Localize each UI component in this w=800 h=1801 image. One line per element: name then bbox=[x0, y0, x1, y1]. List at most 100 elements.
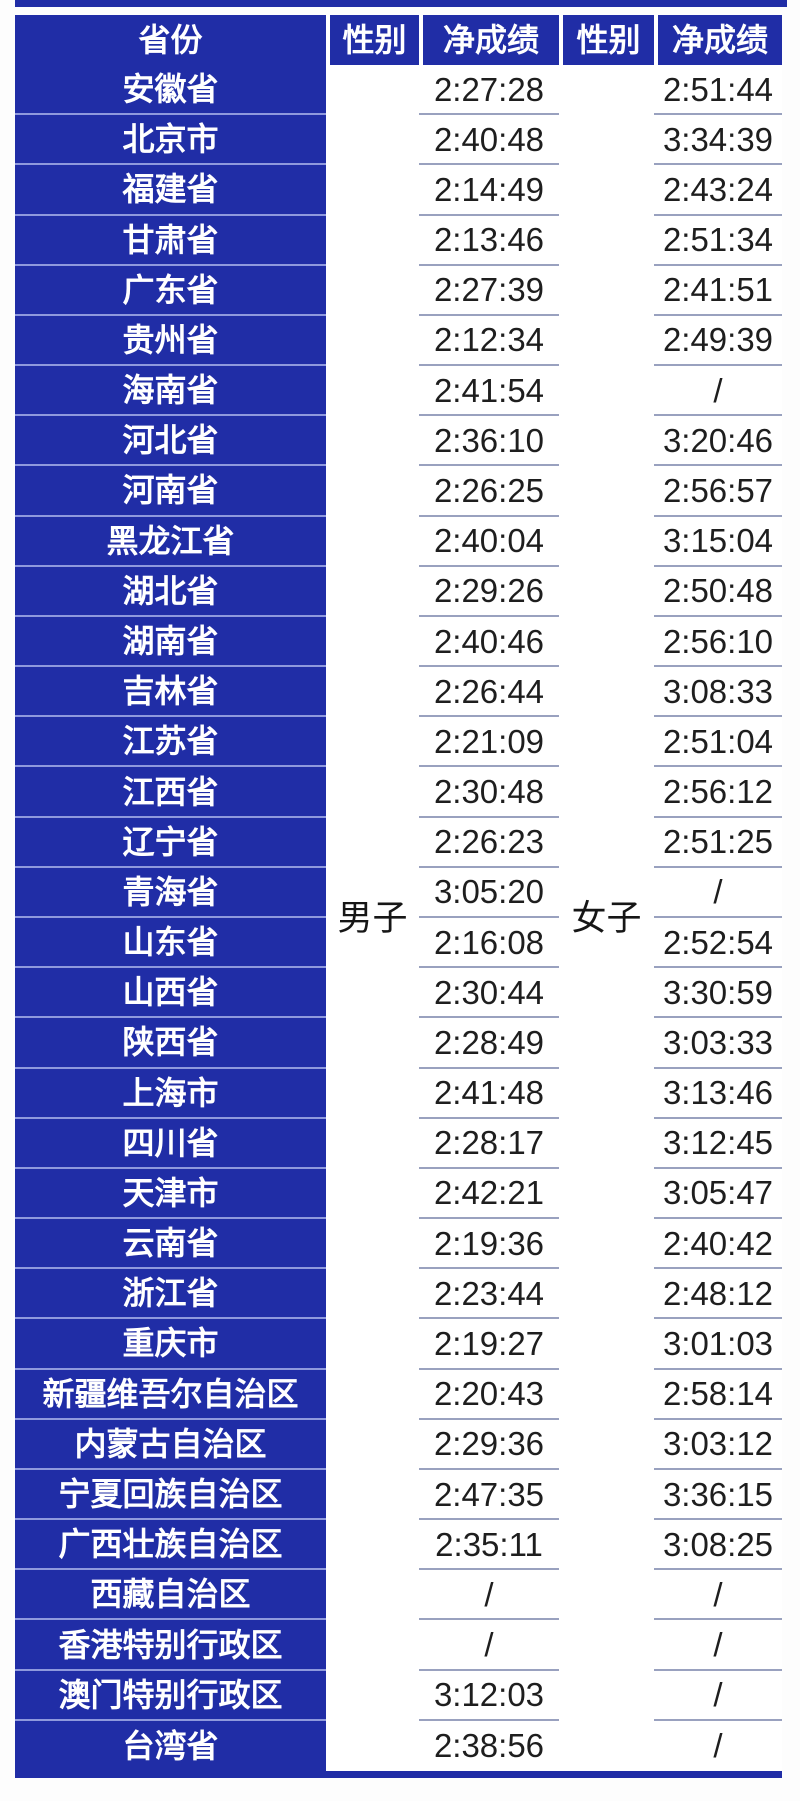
province-cell: 甘肃省 bbox=[15, 215, 326, 266]
male-time-cell: 2:26:23 bbox=[419, 817, 559, 868]
female-time-cell: 2:56:12 bbox=[654, 767, 782, 818]
male-time-cell: 2:29:26 bbox=[419, 566, 559, 617]
province-cell: 云南省 bbox=[15, 1219, 326, 1270]
male-time-cell: 2:27:39 bbox=[419, 265, 559, 316]
female-time-cell: 2:40:42 bbox=[654, 1219, 782, 1270]
male-time-cell: 2:41:54 bbox=[419, 366, 559, 417]
province-cell: 天津市 bbox=[15, 1168, 326, 1220]
male-time-cell: 2:16:08 bbox=[419, 918, 559, 969]
female-time-cell: / bbox=[654, 1670, 782, 1721]
female-time-cell: 3:03:12 bbox=[654, 1419, 782, 1470]
province-cell: 重庆市 bbox=[15, 1319, 326, 1370]
column-header-3: 净成绩 bbox=[419, 15, 559, 65]
female-time-cell: 2:51:44 bbox=[654, 65, 782, 116]
female-time-cell: / bbox=[654, 1570, 782, 1621]
female-time-cell: 2:58:14 bbox=[654, 1369, 782, 1420]
male-time-cell: 2:27:28 bbox=[419, 65, 559, 116]
female-time-cell: 3:13:46 bbox=[654, 1068, 782, 1119]
male-time-cell: 2:28:17 bbox=[419, 1118, 559, 1169]
male-time-cell: 2:36:10 bbox=[419, 416, 559, 467]
male-time-cell: 2:19:36 bbox=[419, 1219, 559, 1270]
female-time-cell: 2:41:51 bbox=[654, 265, 782, 316]
female-time-cell: 2:56:10 bbox=[654, 616, 782, 668]
province-cell: 湖北省 bbox=[15, 566, 326, 617]
province-cell: 黑龙江省 bbox=[15, 516, 326, 567]
province-cell: 河南省 bbox=[15, 466, 326, 517]
province-cell: 香港特别行政区 bbox=[15, 1620, 326, 1671]
province-cell: 宁夏回族自治区 bbox=[15, 1469, 326, 1521]
male-time-cell: / bbox=[419, 1620, 559, 1671]
column-header-4: 性别 bbox=[559, 15, 654, 65]
female-time-cell: / bbox=[654, 1620, 782, 1671]
gender-group-male: 男子 bbox=[326, 65, 419, 1771]
female-time-cell: 2:43:24 bbox=[654, 165, 782, 216]
male-time-cell: 2:41:48 bbox=[419, 1068, 559, 1119]
gender-group-female: 女子 bbox=[559, 65, 654, 1771]
province-cell: 安徽省 bbox=[15, 65, 326, 116]
province-cell: 贵州省 bbox=[15, 315, 326, 367]
column-header-2: 性别 bbox=[326, 15, 419, 65]
female-time-cell: 3:15:04 bbox=[654, 516, 782, 567]
province-cell: 广东省 bbox=[15, 265, 326, 316]
province-cell: 青海省 bbox=[15, 867, 326, 918]
male-time-cell: 2:29:36 bbox=[419, 1419, 559, 1470]
male-time-cell: 3:12:03 bbox=[419, 1670, 559, 1721]
male-time-cell: 3:05:20 bbox=[419, 867, 559, 918]
female-time-cell: 2:56:57 bbox=[654, 466, 782, 517]
female-time-cell: 2:48:12 bbox=[654, 1269, 782, 1320]
female-time-cell: 3:03:33 bbox=[654, 1018, 782, 1069]
province-cell: 江苏省 bbox=[15, 717, 326, 768]
male-time-cell: 2:42:21 bbox=[419, 1168, 559, 1220]
male-time-cell: 2:47:35 bbox=[419, 1469, 559, 1521]
province-cell: 四川省 bbox=[15, 1118, 326, 1169]
female-time-cell: 2:51:25 bbox=[654, 817, 782, 868]
female-time-cell: / bbox=[654, 1720, 782, 1771]
province-cell: 海南省 bbox=[15, 366, 326, 417]
female-time-cell: 2:50:48 bbox=[654, 566, 782, 617]
female-time-cell: 3:08:25 bbox=[654, 1520, 782, 1571]
female-time-cell: 3:20:46 bbox=[654, 416, 782, 467]
male-time-cell: 2:40:48 bbox=[419, 115, 559, 166]
female-time-cell: 3:12:45 bbox=[654, 1118, 782, 1169]
female-time-cell: / bbox=[654, 366, 782, 417]
female-time-cell: 3:05:47 bbox=[654, 1168, 782, 1220]
province-cell: 内蒙古自治区 bbox=[15, 1419, 326, 1470]
province-cell: 西藏自治区 bbox=[15, 1570, 326, 1621]
province-cell: 福建省 bbox=[15, 165, 326, 216]
province-cell: 吉林省 bbox=[15, 667, 326, 718]
male-time-cell: 2:38:56 bbox=[419, 1720, 559, 1771]
province-cell: 台湾省 bbox=[15, 1720, 326, 1771]
male-time-cell: 2:12:34 bbox=[419, 315, 559, 367]
province-cell: 上海市 bbox=[15, 1068, 326, 1119]
male-time-cell: 2:35:11 bbox=[419, 1520, 559, 1571]
province-cell: 辽宁省 bbox=[15, 817, 326, 868]
province-cell: 江西省 bbox=[15, 767, 326, 818]
province-cell: 山东省 bbox=[15, 918, 326, 969]
female-time-cell: 2:52:54 bbox=[654, 918, 782, 969]
province-cell: 山西省 bbox=[15, 968, 326, 1019]
province-cell: 北京市 bbox=[15, 115, 326, 166]
results-table: 省份 性别 净成绩 性别 净成绩 男子 女子 安徽省 2:27:28 2:51:44 北京市 2:40… bbox=[15, 15, 782, 1778]
province-cell: 河北省 bbox=[15, 416, 326, 467]
male-time-cell: 2:28:49 bbox=[419, 1018, 559, 1069]
female-time-cell: 3:01:03 bbox=[654, 1319, 782, 1370]
male-time-cell: 2:13:46 bbox=[419, 215, 559, 266]
male-time-cell: 2:23:44 bbox=[419, 1269, 559, 1320]
province-cell: 陕西省 bbox=[15, 1018, 326, 1069]
male-time-cell: 2:14:49 bbox=[419, 165, 559, 216]
male-time-cell: 2:40:46 bbox=[419, 616, 559, 668]
female-time-cell: 3:36:15 bbox=[654, 1469, 782, 1521]
female-time-cell: 2:51:34 bbox=[654, 215, 782, 266]
province-cell: 新疆维吾尔自治区 bbox=[15, 1369, 326, 1420]
column-header-1: 省份 bbox=[15, 15, 326, 65]
province-cell: 澳门特别行政区 bbox=[15, 1670, 326, 1721]
male-time-cell: 2:40:04 bbox=[419, 516, 559, 567]
province-cell: 浙江省 bbox=[15, 1269, 326, 1320]
table-top-border bbox=[15, 0, 787, 7]
male-time-cell: / bbox=[419, 1570, 559, 1621]
male-time-cell: 2:30:44 bbox=[419, 968, 559, 1019]
female-time-cell: 3:08:33 bbox=[654, 667, 782, 718]
male-time-cell: 2:19:27 bbox=[419, 1319, 559, 1370]
male-time-cell: 2:21:09 bbox=[419, 717, 559, 768]
